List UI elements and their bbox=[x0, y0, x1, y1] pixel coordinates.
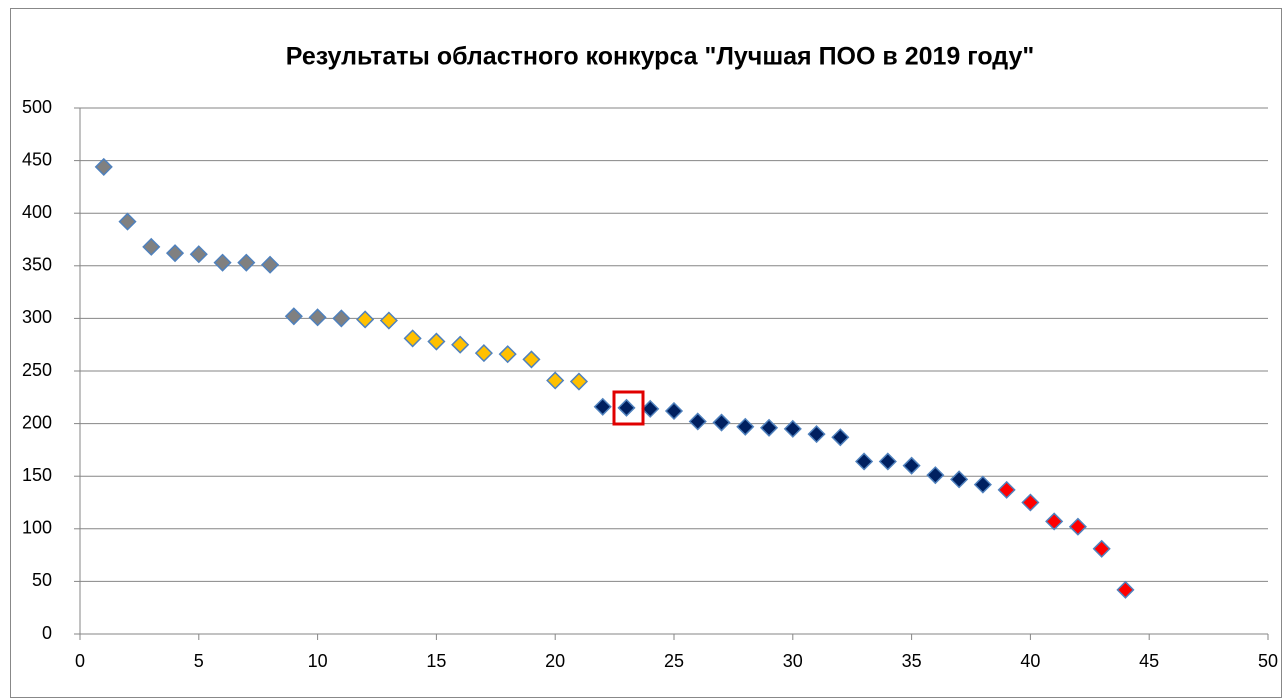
y-tick-label: 450 bbox=[22, 149, 52, 169]
marker bbox=[688, 412, 707, 431]
marker bbox=[474, 344, 493, 363]
marker bbox=[831, 428, 850, 447]
x-tick-label: 5 bbox=[194, 651, 204, 671]
y-tick-label: 200 bbox=[22, 412, 52, 432]
marker bbox=[712, 413, 731, 432]
marker bbox=[997, 480, 1016, 499]
marker bbox=[593, 397, 612, 416]
x-tick-label: 45 bbox=[1139, 651, 1159, 671]
y-tick-label: 50 bbox=[32, 570, 52, 590]
marker bbox=[759, 418, 779, 437]
marker bbox=[617, 398, 636, 417]
marker bbox=[664, 401, 684, 421]
x-tick-label: 35 bbox=[902, 651, 922, 671]
marker bbox=[522, 350, 541, 369]
x-tick-label: 40 bbox=[1020, 651, 1040, 671]
marker bbox=[1045, 512, 1064, 531]
marker bbox=[332, 309, 351, 328]
marker bbox=[546, 371, 565, 390]
x-tick-label: 10 bbox=[308, 651, 328, 671]
x-tick-label: 0 bbox=[75, 651, 85, 671]
marker bbox=[1068, 517, 1087, 536]
y-tick-label: 500 bbox=[22, 97, 52, 117]
y-tick-label: 400 bbox=[22, 202, 52, 222]
x-tick-label: 50 bbox=[1258, 651, 1278, 671]
marker bbox=[284, 307, 303, 326]
y-tick-label: 150 bbox=[22, 465, 52, 485]
marker bbox=[1092, 539, 1111, 558]
x-tick-label: 30 bbox=[783, 651, 803, 671]
marker bbox=[807, 425, 826, 444]
marker bbox=[926, 466, 945, 485]
marker bbox=[261, 255, 280, 274]
marker bbox=[94, 157, 113, 176]
highlight-box bbox=[612, 390, 645, 426]
marker bbox=[902, 456, 921, 475]
marker bbox=[427, 332, 446, 351]
x-tick-label: 20 bbox=[545, 651, 565, 671]
marker bbox=[1021, 493, 1040, 512]
y-tick-label: 0 bbox=[42, 623, 52, 643]
marker bbox=[451, 335, 470, 354]
y-tick-label: 100 bbox=[22, 518, 52, 538]
marker bbox=[142, 237, 161, 256]
marker bbox=[641, 399, 660, 418]
marker bbox=[356, 310, 375, 329]
marker bbox=[950, 470, 969, 489]
marker bbox=[379, 311, 398, 330]
y-tick-label: 250 bbox=[22, 360, 52, 380]
marker bbox=[403, 329, 422, 348]
y-tick-label: 350 bbox=[22, 255, 52, 275]
marker bbox=[736, 417, 755, 436]
x-tick-label: 15 bbox=[426, 651, 446, 671]
marker bbox=[308, 308, 327, 327]
marker bbox=[213, 253, 232, 272]
marker bbox=[855, 452, 874, 471]
chart-title: Результаты областного конкурса "Лучшая П… bbox=[286, 43, 1034, 71]
x-tick-label: 25 bbox=[664, 651, 684, 671]
marker bbox=[498, 345, 517, 364]
marker bbox=[118, 212, 137, 231]
marker bbox=[237, 253, 256, 272]
chart-border bbox=[10, 8, 1282, 698]
marker bbox=[165, 244, 185, 263]
marker bbox=[189, 245, 208, 264]
y-tick-label: 300 bbox=[22, 307, 52, 327]
marker bbox=[1116, 580, 1135, 599]
marker bbox=[878, 452, 897, 471]
marker bbox=[783, 419, 802, 438]
marker bbox=[973, 475, 992, 494]
marker bbox=[569, 372, 589, 391]
